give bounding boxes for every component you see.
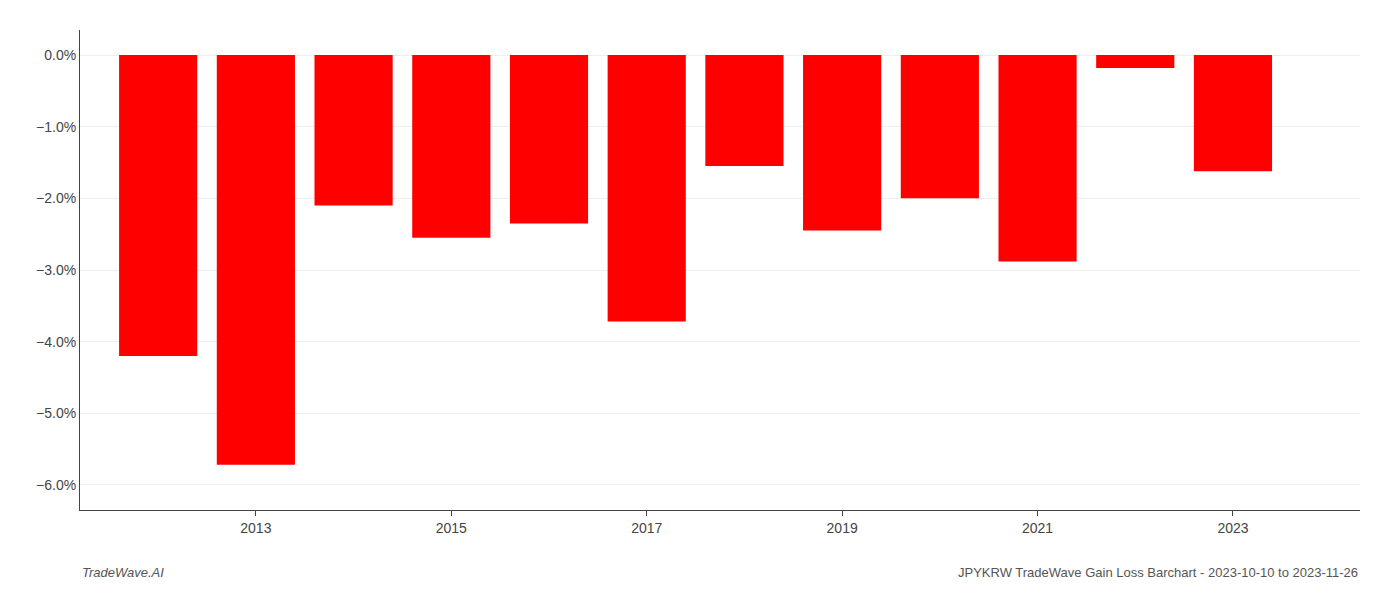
svg-text:2023: 2023 [1217,520,1248,536]
svg-text:2021: 2021 [1022,520,1053,536]
svg-text:−4.0%: −4.0% [36,334,76,350]
svg-text:2019: 2019 [827,520,858,536]
svg-text:−1.0%: −1.0% [36,119,76,135]
svg-text:2013: 2013 [240,520,271,536]
svg-text:JPYKRW TradeWave Gain Loss Bar: JPYKRW TradeWave Gain Loss Barchart - 20… [958,565,1358,580]
svg-text:−3.0%: −3.0% [36,262,76,278]
svg-text:2017: 2017 [631,520,662,536]
svg-text:0.0%: 0.0% [44,47,76,63]
svg-text:−5.0%: −5.0% [36,405,76,421]
svg-text:−2.0%: −2.0% [36,190,76,206]
svg-text:−6.0%: −6.0% [36,477,76,493]
svg-text:TradeWave.AI: TradeWave.AI [82,565,164,580]
svg-text:2015: 2015 [436,520,467,536]
